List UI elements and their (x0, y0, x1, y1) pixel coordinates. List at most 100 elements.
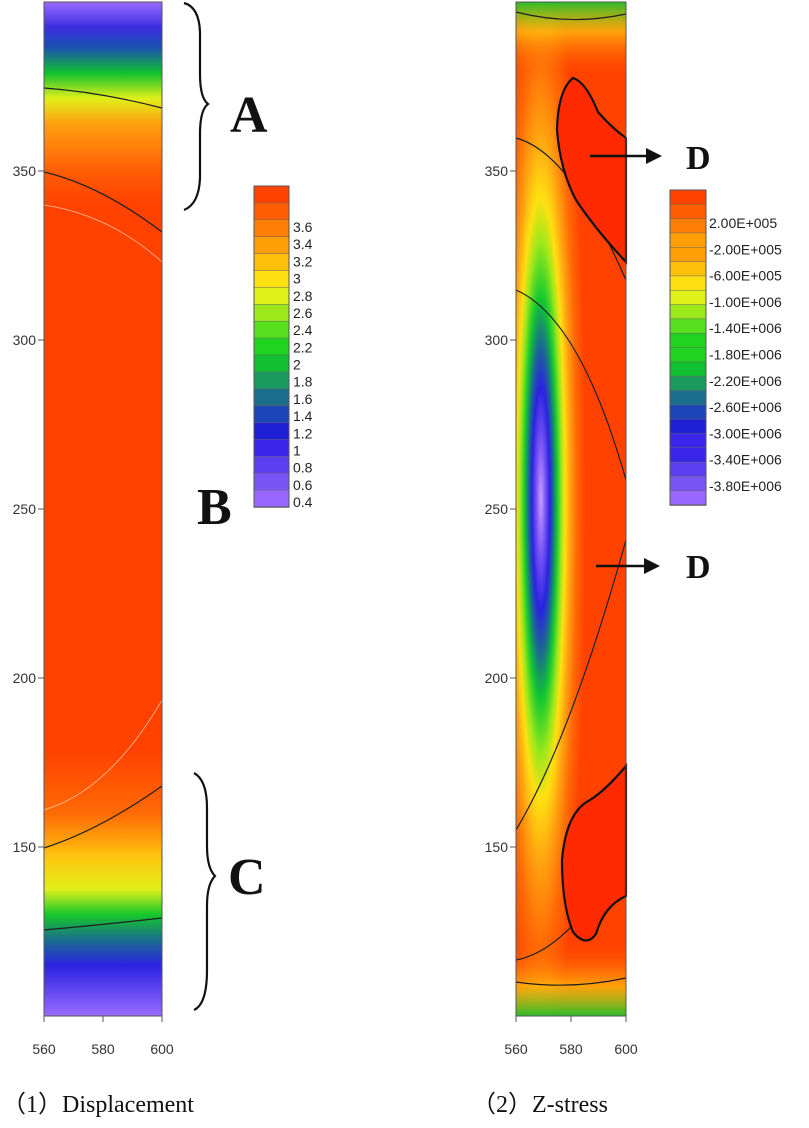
zstress-colorbar-label: 2.00E+005 (709, 215, 777, 231)
displacement-colorbar-label: 1.2 (293, 425, 313, 441)
zstress-colorbar-cell (669, 461, 707, 478)
displacement-panel: 150 200 250 300 350 560 580 600 (13, 1, 174, 1057)
zstress-colorbar-cell (669, 318, 707, 334)
displacement-colorbar-cell (253, 371, 290, 390)
zstress-colorbar-cell (669, 332, 707, 349)
zstress-colorbar-label: -3.40E+006 (709, 452, 782, 468)
zstress-colorbar-label: -2.60E+006 (709, 399, 782, 415)
zstress-y-tick-label: 200 (485, 670, 509, 686)
label-b: B (197, 479, 232, 536)
displacement-colorbar-label: 3.4 (293, 236, 313, 252)
displacement-x-axis: 560 580 600 (32, 1016, 174, 1057)
zstress-colorbar: 2.00E+005 -2.00E+005 -6.00E+005 -1.00E+006 -… (669, 189, 782, 506)
zstress-colorbar-label: -1.80E+006 (709, 347, 782, 363)
displacement-colorbar-label: 2.8 (293, 288, 313, 304)
displacement-y-tick-label: 150 (13, 839, 37, 855)
zstress-y-axis: 150 200 250 300 350 (485, 163, 516, 855)
zstress-colorbar-label: -3.00E+006 (709, 425, 782, 441)
caption-zstress-title: Z-stress (532, 1092, 608, 1118)
displacement-y-tick-label: 250 (13, 501, 37, 517)
zstress-x-tick-label: 600 (614, 1041, 638, 1057)
displacement-colorbar-label: 0.8 (293, 460, 313, 476)
zstress-hotspot-lower (560, 762, 628, 942)
zstress-hotspot-upper (555, 76, 628, 265)
label-d-lower: D (686, 549, 711, 586)
zstress-colorbar-cell (669, 275, 707, 291)
zstress-colorbar-cell (669, 261, 707, 277)
zstress-y-tick-label: 300 (485, 332, 509, 348)
displacement-colorbar-cell (253, 422, 290, 441)
displacement-colorbar-label: 0.6 (293, 477, 313, 493)
displacement-colorbar-label: 2.2 (293, 339, 313, 355)
zstress-colorbar-cell (669, 232, 707, 249)
displacement-colorbar-label: 3.6 (293, 219, 313, 235)
displacement-colorbar-cell (253, 236, 290, 255)
displacement-colorbar-cell (253, 472, 290, 491)
displacement-colorbar-cell (253, 456, 290, 474)
zstress-colorbar-label: -6.00E+005 (709, 268, 782, 284)
displacement-colorbar-label: 1.4 (293, 408, 313, 424)
displacement-colorbar-label: 0.4 (293, 494, 313, 510)
zstress-colorbar-cell (669, 304, 707, 320)
zstress-colorbar-cell (669, 189, 707, 206)
displacement-light-contours (43, 204, 163, 811)
label-d-upper: D (686, 140, 711, 177)
caption-zstress-number: （2） (472, 1092, 532, 1118)
displacement-colorbar-cell (253, 287, 290, 306)
zstress-colorbar-cell (669, 447, 707, 463)
zstress-colorbar-cell (669, 289, 707, 306)
zstress-colorbar-cell (669, 247, 707, 263)
displacement-colorbar-cell (253, 489, 290, 508)
displacement-colorbar-label: 2.4 (293, 322, 313, 338)
zstress-colorbar-cell (669, 476, 707, 492)
zstress-colorbar-label: -1.00E+006 (709, 294, 782, 310)
displacement-plot-area (44, 2, 162, 1016)
zstress-colorbar-cell (669, 433, 707, 449)
displacement-colorbar-label: 1.6 (293, 391, 313, 407)
zstress-colorbar-cell (669, 490, 707, 506)
label-a: A (230, 87, 268, 144)
displacement-colorbar-cell (253, 253, 290, 272)
zstress-y-tick-label: 150 (485, 839, 509, 855)
displacement-colorbar-label: 2.6 (293, 305, 313, 321)
displacement-x-tick-label: 560 (32, 1041, 56, 1057)
displacement-axes-frame (43, 1, 163, 1017)
displacement-colorbar-cell (253, 270, 290, 289)
brace-c (193, 772, 217, 1011)
zstress-colorbar-cell (669, 347, 707, 363)
zstress-colorbar-cell (669, 404, 707, 420)
displacement-x-tick-label: 580 (91, 1041, 115, 1057)
zstress-colorbar-cell (669, 418, 707, 435)
zstress-colorbar-cell (669, 390, 707, 406)
displacement-colorbar-cell (253, 202, 290, 221)
zstress-colorbar-label: -3.80E+006 (709, 478, 782, 494)
label-c: C (228, 849, 266, 906)
zstress-colorbar-cell (669, 375, 707, 392)
displacement-colorbar-cell (253, 185, 290, 204)
zstress-x-tick-label: 560 (504, 1041, 528, 1057)
displacement-colorbar-label: 1.8 (293, 374, 313, 390)
brace-a (183, 1, 210, 212)
zstress-colorbar-cell (669, 218, 707, 234)
displacement-colorbar-label: 2 (293, 357, 301, 373)
displacement-x-tick-label: 600 (150, 1041, 174, 1057)
caption-displacement: （1）Displacement (2, 1092, 194, 1118)
zstress-colorbar-label: -1.40E+006 (709, 320, 782, 336)
displacement-colorbar-cell (253, 337, 290, 356)
displacement-colorbar-cell (253, 320, 290, 339)
displacement-y-tick-label: 200 (13, 670, 37, 686)
displacement-colorbar-cell (253, 304, 290, 322)
displacement-colorbar-cell (253, 439, 290, 458)
displacement-colorbar-cell (253, 219, 290, 238)
displacement-colorbar-cell (253, 354, 290, 373)
arrow-d-upper (590, 148, 662, 164)
displacement-contour-lines (43, 87, 163, 931)
zstress-axes-frame (515, 1, 627, 1017)
zstress-colorbar-label: -2.00E+005 (709, 241, 782, 257)
zstress-y-tick-label: 350 (485, 163, 509, 179)
displacement-y-axis: 150 200 250 300 350 (13, 163, 44, 855)
caption-zstress: （2）Z-stress (472, 1092, 608, 1118)
zstress-colorbar-cell (669, 361, 707, 377)
displacement-colorbar-cell (253, 388, 290, 407)
